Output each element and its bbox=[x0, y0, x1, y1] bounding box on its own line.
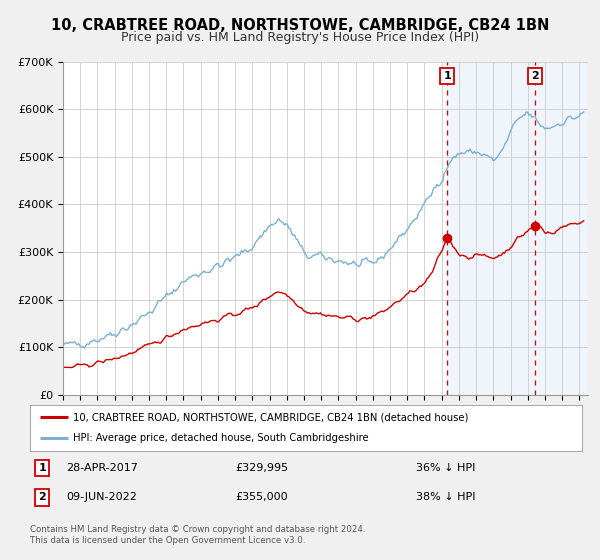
Text: £329,995: £329,995 bbox=[235, 463, 289, 473]
Text: 1: 1 bbox=[38, 463, 46, 473]
Text: HPI: Average price, detached house, South Cambridgeshire: HPI: Average price, detached house, Sout… bbox=[73, 433, 368, 444]
Text: 2: 2 bbox=[38, 492, 46, 502]
Text: 38% ↓ HPI: 38% ↓ HPI bbox=[416, 492, 476, 502]
Text: 2: 2 bbox=[532, 71, 539, 81]
Text: 1: 1 bbox=[443, 71, 451, 81]
Text: 09-JUN-2022: 09-JUN-2022 bbox=[67, 492, 137, 502]
Text: 10, CRABTREE ROAD, NORTHSTOWE, CAMBRIDGE, CB24 1BN (detached house): 10, CRABTREE ROAD, NORTHSTOWE, CAMBRIDGE… bbox=[73, 412, 469, 422]
Text: Price paid vs. HM Land Registry's House Price Index (HPI): Price paid vs. HM Land Registry's House … bbox=[121, 31, 479, 44]
Text: Contains HM Land Registry data © Crown copyright and database right 2024.: Contains HM Land Registry data © Crown c… bbox=[30, 525, 365, 534]
Bar bbox=[447, 62, 588, 395]
Text: £355,000: £355,000 bbox=[236, 492, 288, 502]
Text: 28-APR-2017: 28-APR-2017 bbox=[66, 463, 137, 473]
Text: 10, CRABTREE ROAD, NORTHSTOWE, CAMBRIDGE, CB24 1BN: 10, CRABTREE ROAD, NORTHSTOWE, CAMBRIDGE… bbox=[51, 18, 549, 34]
Text: 36% ↓ HPI: 36% ↓ HPI bbox=[416, 463, 476, 473]
Text: This data is licensed under the Open Government Licence v3.0.: This data is licensed under the Open Gov… bbox=[30, 536, 305, 545]
